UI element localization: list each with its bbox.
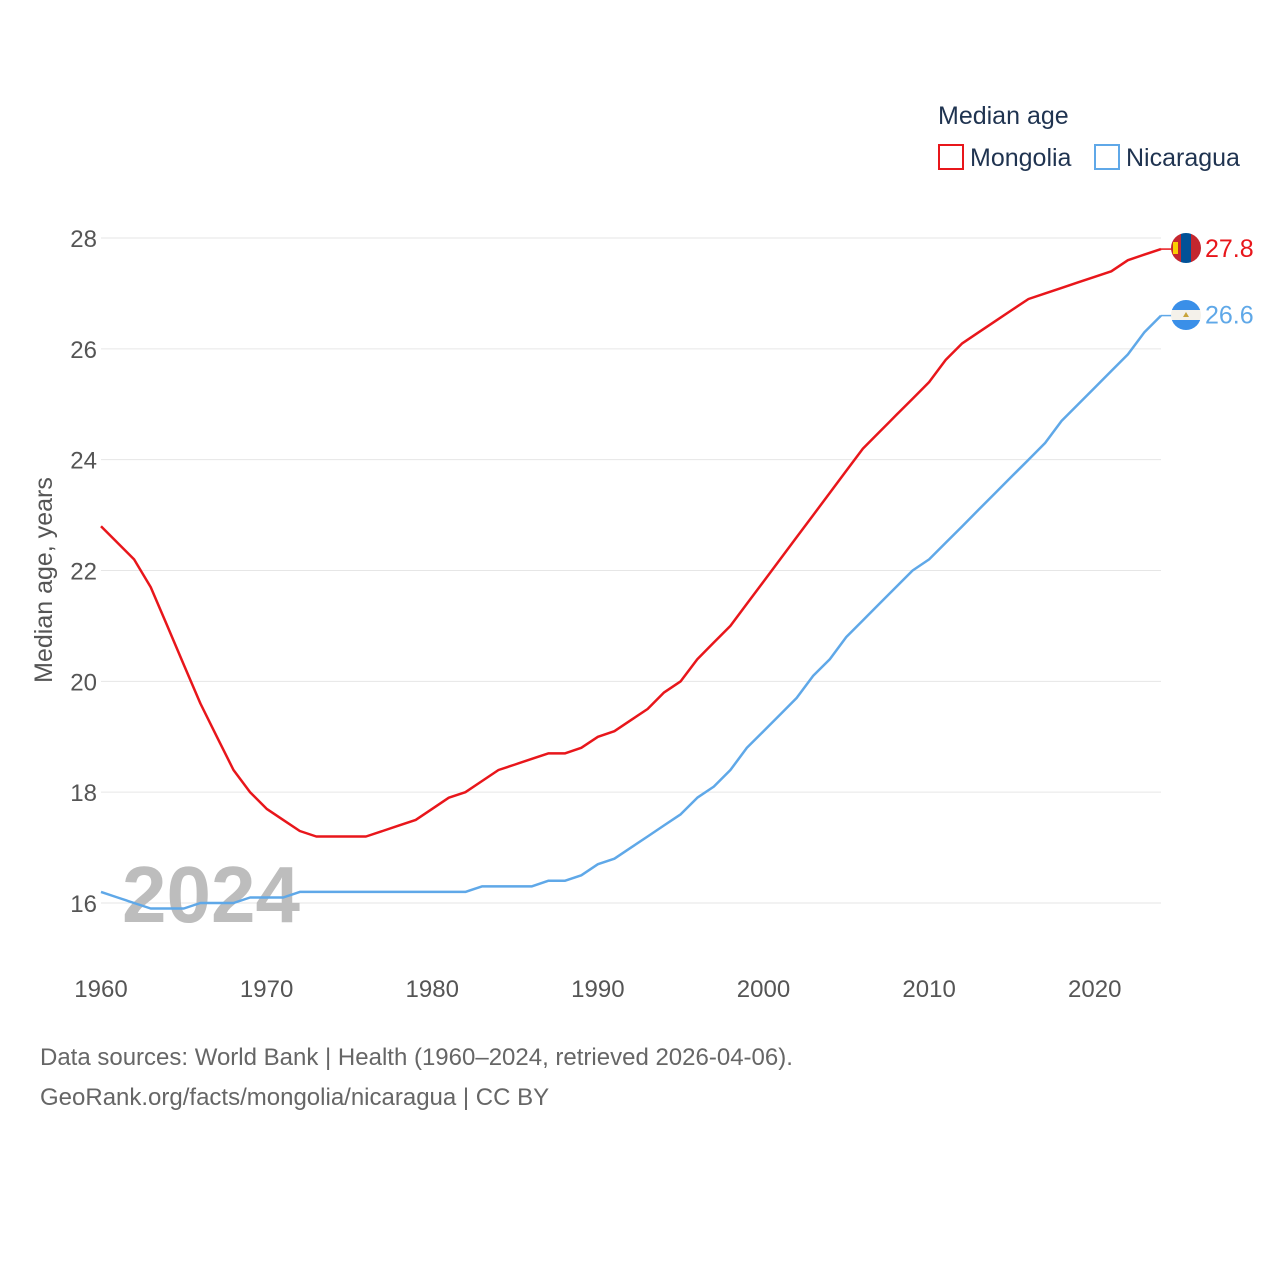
y-tick-label: 20 [70,669,97,696]
x-tick-label: 1980 [406,976,459,1003]
legend-item-mongolia[interactable]: Mongolia [938,144,1072,172]
x-tick-label: 1970 [240,976,293,1003]
series-lines [100,247,1162,910]
legend-label-mongolia: Mongolia [970,144,1072,172]
end-value-label-mongolia: 27.8 [1205,235,1254,263]
legend-title: Median age [938,102,1069,130]
x-tick-label: 2010 [902,976,955,1003]
series-line-nicaragua [100,314,1162,910]
current-year-watermark: 2024 [122,850,300,939]
y-tick-label: 16 [70,891,97,918]
x-tick-label: 1990 [571,976,624,1003]
x-tick-label: 2020 [1068,976,1121,1003]
y-tick-label: 22 [70,559,97,586]
series-line-mongolia [100,247,1162,838]
legend-swatch-nicaragua [1094,144,1120,170]
nicaragua-flag-icon [1171,300,1201,330]
mongolia-flag-icon [1171,233,1201,263]
footer-sources: Data sources: World Bank | Health (1960–… [40,1044,793,1071]
y-axis-title: Median age, years [30,477,58,683]
x-tick-label: 1960 [74,976,127,1003]
y-axis-ticks: 16 18 20 22 24 26 28 [70,226,97,918]
end-value-label-nicaragua: 26.6 [1205,302,1254,330]
y-tick-label: 28 [70,226,97,253]
x-axis-ticks: 1960 1970 1980 1990 2000 2010 2020 [74,976,1121,1003]
y-tick-label: 26 [70,337,97,364]
y-tick-label: 24 [70,448,97,475]
series-end-markers: 27.8 26.6 [1161,235,1254,330]
footer-attribution[interactable]: GeoRank.org/facts/mongolia/nicaragua | C… [40,1084,550,1111]
legend-item-nicaragua[interactable]: Nicaragua [1094,144,1240,172]
y-tick-label: 18 [70,780,97,807]
gridlines [101,237,1161,904]
legend: Median age Mongolia Nicaragua [938,102,1240,172]
legend-label-nicaragua: Nicaragua [1126,144,1240,172]
legend-swatch-mongolia [938,144,964,170]
x-tick-label: 2000 [737,976,790,1003]
